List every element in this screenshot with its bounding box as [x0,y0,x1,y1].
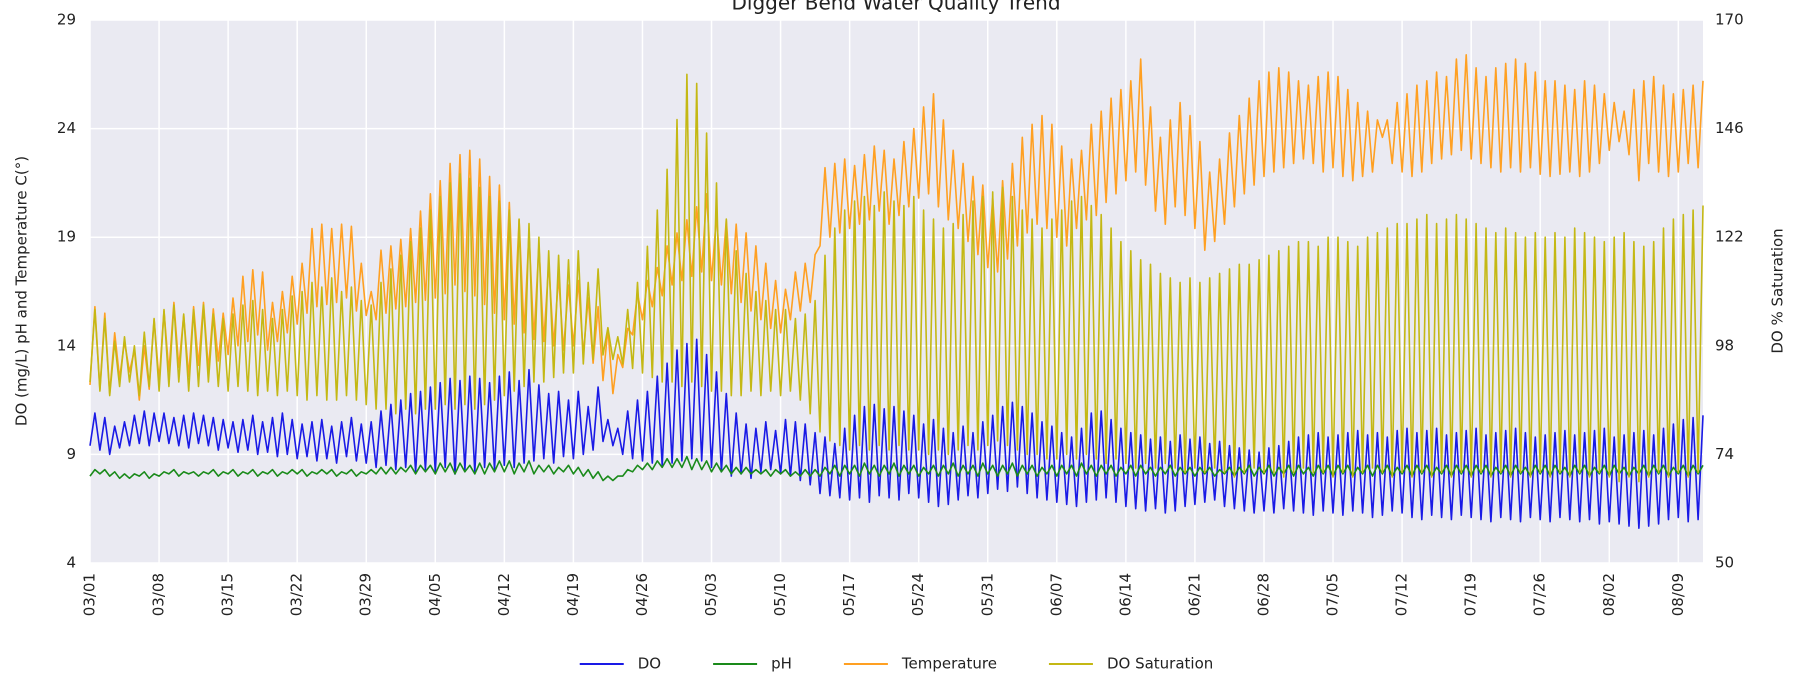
y2-tick-label: 122 [1715,228,1744,246]
y2-tick-label: 170 [1715,11,1744,29]
x-tick-label: 05/31 [978,573,996,616]
legend-label: DO [638,655,661,673]
x-tick-label: 03/22 [288,573,306,616]
x-tick-label: 03/01 [81,573,99,616]
x-tick-label: 03/29 [357,573,375,616]
legend-label: DO Saturation [1107,655,1213,673]
y-tick-label: 4 [66,554,76,572]
x-tick-label: 04/19 [564,573,582,616]
x-tick-label: 05/10 [771,573,789,616]
series-line [89,455,1704,482]
x-tick-label: 04/05 [426,573,444,616]
x-tick-label: 08/02 [1600,573,1618,616]
x-tick-label: 07/19 [1462,573,1480,616]
legend: DO pH Temperature DO Saturation [579,655,1213,673]
x-tick-label: 08/09 [1669,573,1687,616]
x-tick-label: 03/08 [150,573,168,616]
y2-tick-label: 74 [1715,445,1734,463]
series-line [89,54,1704,401]
x-tick-label: 07/12 [1393,573,1411,616]
chart-title: Digger Bend Water Quality Trend [731,0,1060,15]
y-tick-label: 29 [57,11,76,29]
x-tick-label: 03/15 [219,573,237,616]
y-axis-label: DO (mg/L) pH and Temperature C(°) [13,156,31,426]
x-tick-label: 06/14 [1116,573,1134,616]
y2-tick-label: 50 [1715,554,1734,572]
y2-axis-label: DO % Saturation [1769,228,1787,353]
x-tick-label: 07/26 [1531,573,1549,616]
legend-label: Temperature [901,655,997,673]
y-tick-label: 9 [66,445,76,463]
x-tick-label: 07/05 [1324,573,1342,616]
y2-tick-label: 98 [1715,336,1734,354]
x-tick-label: 04/12 [495,573,513,616]
y2-tick-label: 146 [1715,119,1744,137]
series-line [89,73,1704,483]
x-tick-label: 05/17 [840,573,858,616]
y-tick-label: 19 [57,228,76,246]
y-tick-label: 24 [57,119,76,137]
y-tick-label: 14 [57,336,76,354]
x-tick-label: 05/24 [909,573,927,616]
x-tick-label: 06/28 [1254,573,1272,616]
legend-label: pH [771,655,792,673]
x-tick-label: 05/03 [702,573,720,616]
x-tick-label: 04/26 [633,573,651,616]
x-tick-label: 06/21 [1185,573,1203,616]
x-tick-label: 06/07 [1047,573,1065,616]
